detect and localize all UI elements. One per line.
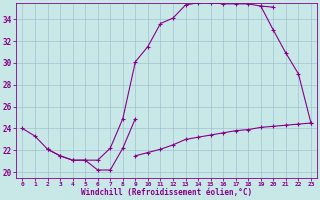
X-axis label: Windchill (Refroidissement éolien,°C): Windchill (Refroidissement éolien,°C) [81, 188, 252, 197]
